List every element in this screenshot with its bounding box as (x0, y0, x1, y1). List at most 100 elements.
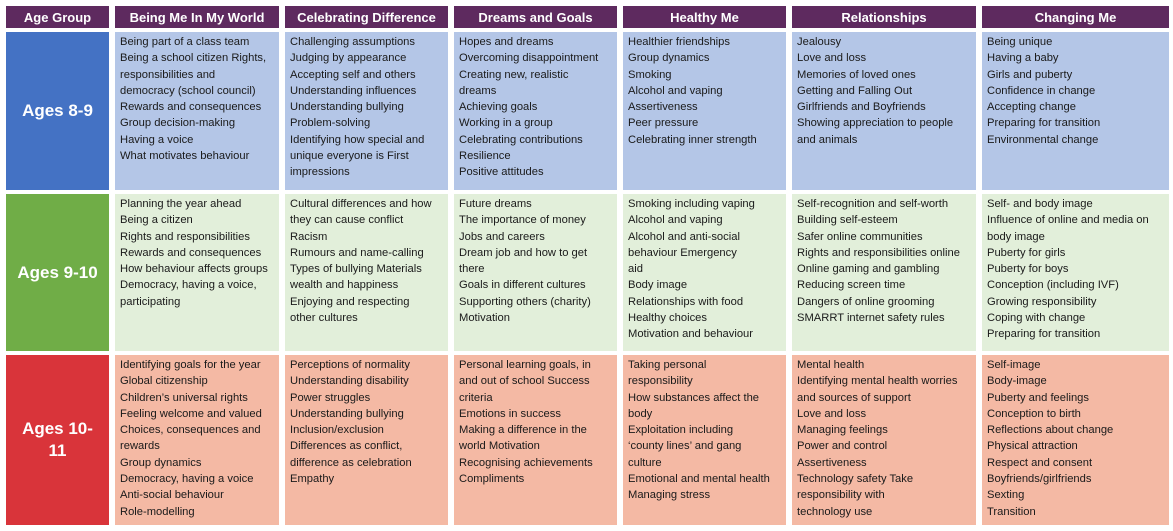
cell-line: Anti-social behaviour (120, 489, 224, 502)
cell-line: Enjoying and respecting (290, 295, 410, 308)
table-cell: Self-recognition and self-worth Building … (792, 194, 976, 351)
cell-line: Resilience (459, 150, 511, 163)
cell-line: Body image (628, 279, 688, 292)
cell-line: Inclusion/exclusion (290, 424, 384, 437)
cell-line: Creating new, realistic (459, 68, 569, 81)
cell-line: Influence of online and media on (987, 214, 1149, 227)
cell-line: Cultural differences and how (290, 198, 432, 210)
cell-line: Smoking (628, 68, 672, 81)
cell-line: Coping with change (987, 312, 1086, 325)
table-cell: Personal learning goals, in and out of sc… (454, 355, 617, 525)
cell-line: Reducing screen time (797, 279, 906, 292)
cell-line: The importance of money (459, 214, 586, 227)
cell-line: Children’s universal rights (120, 391, 248, 404)
cell-line: Managing stress (628, 489, 711, 502)
cell-line: Group dynamics (120, 456, 202, 469)
table-cell: Self-image Body-image Puberty and feelings… (982, 355, 1169, 525)
cell-line: Being unique (987, 36, 1053, 48)
cell-line: SMARRT internet safety rules (797, 312, 945, 325)
cell-line: Building self-esteem (797, 214, 898, 227)
cell-line: Managing feelings (797, 424, 888, 437)
cell-line: Group dynamics (628, 52, 710, 65)
cell-line: Confidence in change (987, 84, 1096, 97)
cell-line: Puberty for girls (987, 246, 1066, 259)
cell-line: impressions (290, 166, 350, 179)
cell-line: Puberty for boys (987, 263, 1069, 276)
cell-line: Alcohol and vaping (628, 214, 723, 227)
header-changing-me: Changing Me (982, 6, 1169, 28)
cell-line: Self-image (987, 359, 1041, 371)
table-cell: Identifying goals for the year Global cit… (115, 355, 279, 525)
cell-line: unique everyone is First (290, 150, 409, 163)
table-cell: Challenging assumptions Judging by appear… (285, 32, 448, 190)
cell-line: Mental health (797, 359, 865, 371)
cell-line: Taking personal (628, 359, 707, 371)
cell-line: Role-modelling (120, 505, 195, 518)
cell-line: Having a voice (120, 133, 194, 146)
table-cell: Cultural differences and how they can cau… (285, 194, 448, 351)
cell-line: Recognising achievements (459, 456, 593, 469)
cell-line: Jealousy (797, 36, 842, 48)
cell-line: Differences as conflict, (290, 440, 403, 453)
cell-line: Supporting others (charity) (459, 295, 591, 308)
cell-line: world Motivation (459, 440, 540, 453)
cell-line: Compliments (459, 473, 525, 486)
table-cell: Being part of a class team Being a school… (115, 32, 279, 190)
table-cell: Future dreams The importance of money Jobs… (454, 194, 617, 351)
table-cell: Perceptions of normality Understanding di… (285, 355, 448, 525)
table-cell: Mental health Identifying mental health w… (792, 355, 976, 525)
cell-line: dreams (459, 84, 497, 97)
cell-line: Overcoming disappointment (459, 52, 599, 65)
cell-line: Power struggles (290, 391, 371, 404)
header-relationships: Relationships (792, 6, 976, 28)
cell-line: responsibilities and (120, 68, 216, 81)
cell-line: Love and loss (797, 52, 867, 65)
cell-line: Conception to birth (987, 407, 1081, 420)
table-cell: Taking personal responsibility How substan… (623, 355, 786, 525)
cell-line: body image (987, 230, 1045, 243)
cell-line: Preparing for transition (987, 117, 1101, 130)
cell-line: they can cause conflict (290, 214, 404, 227)
table-cell: Healthier friendships Group dynamics Smoki… (623, 32, 786, 190)
cell-line: ‘county lines’ and gang (628, 440, 742, 453)
cell-line: Exploitation including (628, 424, 734, 437)
cell-line: Rumours and name-calling (290, 246, 424, 259)
cell-line: Future dreams (459, 198, 532, 210)
cell-line: technology use (797, 505, 873, 518)
header-dreams-goals: Dreams and Goals (454, 6, 617, 28)
cell-line: there (459, 263, 485, 276)
cell-line: Understanding bullying (290, 407, 404, 420)
table-cell: Smoking including vaping Alcohol and vapi… (623, 194, 786, 351)
cell-line: Environmental change (987, 133, 1099, 146)
cell-line: Healthy choices (628, 312, 707, 325)
cell-line: Healthier friendships (628, 36, 730, 48)
cell-line: Identifying how special and (290, 133, 425, 146)
cell-line: Understanding influences (290, 84, 417, 97)
table-cell: Hopes and dreams Overcoming disappointmen… (454, 32, 617, 190)
cell-line: Empathy (290, 473, 335, 486)
cell-line: Positive attitudes (459, 166, 544, 179)
table-cell: Jealousy Love and loss Memories of loved o… (792, 32, 976, 190)
cell-line: Identifying mental health worries (797, 375, 958, 388)
cell-line: Having a baby (987, 52, 1059, 65)
cell-line: Self- and body image (987, 198, 1093, 210)
cell-line: and out of school Success (459, 375, 590, 388)
table-cell: Being unique Having a baby Girls and puber… (982, 32, 1169, 190)
cell-line: Power and control (797, 440, 888, 453)
cell-line: How substances affect the (628, 391, 760, 404)
cell-line: Goals in different cultures (459, 279, 586, 292)
header-celebrating-difference: Celebrating Difference (285, 6, 448, 28)
cell-line: Assertiveness (797, 456, 867, 469)
cell-line: aid (628, 263, 643, 276)
cell-line: Dangers of online grooming (797, 295, 935, 308)
cell-line: Emotional and mental health (628, 473, 770, 486)
cell-line: responsibility with (797, 489, 885, 502)
cell-line: responsibility (628, 375, 693, 388)
cell-line: Memories of loved ones (797, 68, 916, 81)
cell-line: participating (120, 295, 181, 308)
cell-line: Technology safety Take (797, 473, 914, 486)
cell-line: Preparing for transition (987, 328, 1101, 341)
cell-line: Global citizenship (120, 375, 208, 388)
header-healthy-me: Healthy Me (623, 6, 786, 28)
cell-line: Understanding bullying (290, 101, 404, 114)
